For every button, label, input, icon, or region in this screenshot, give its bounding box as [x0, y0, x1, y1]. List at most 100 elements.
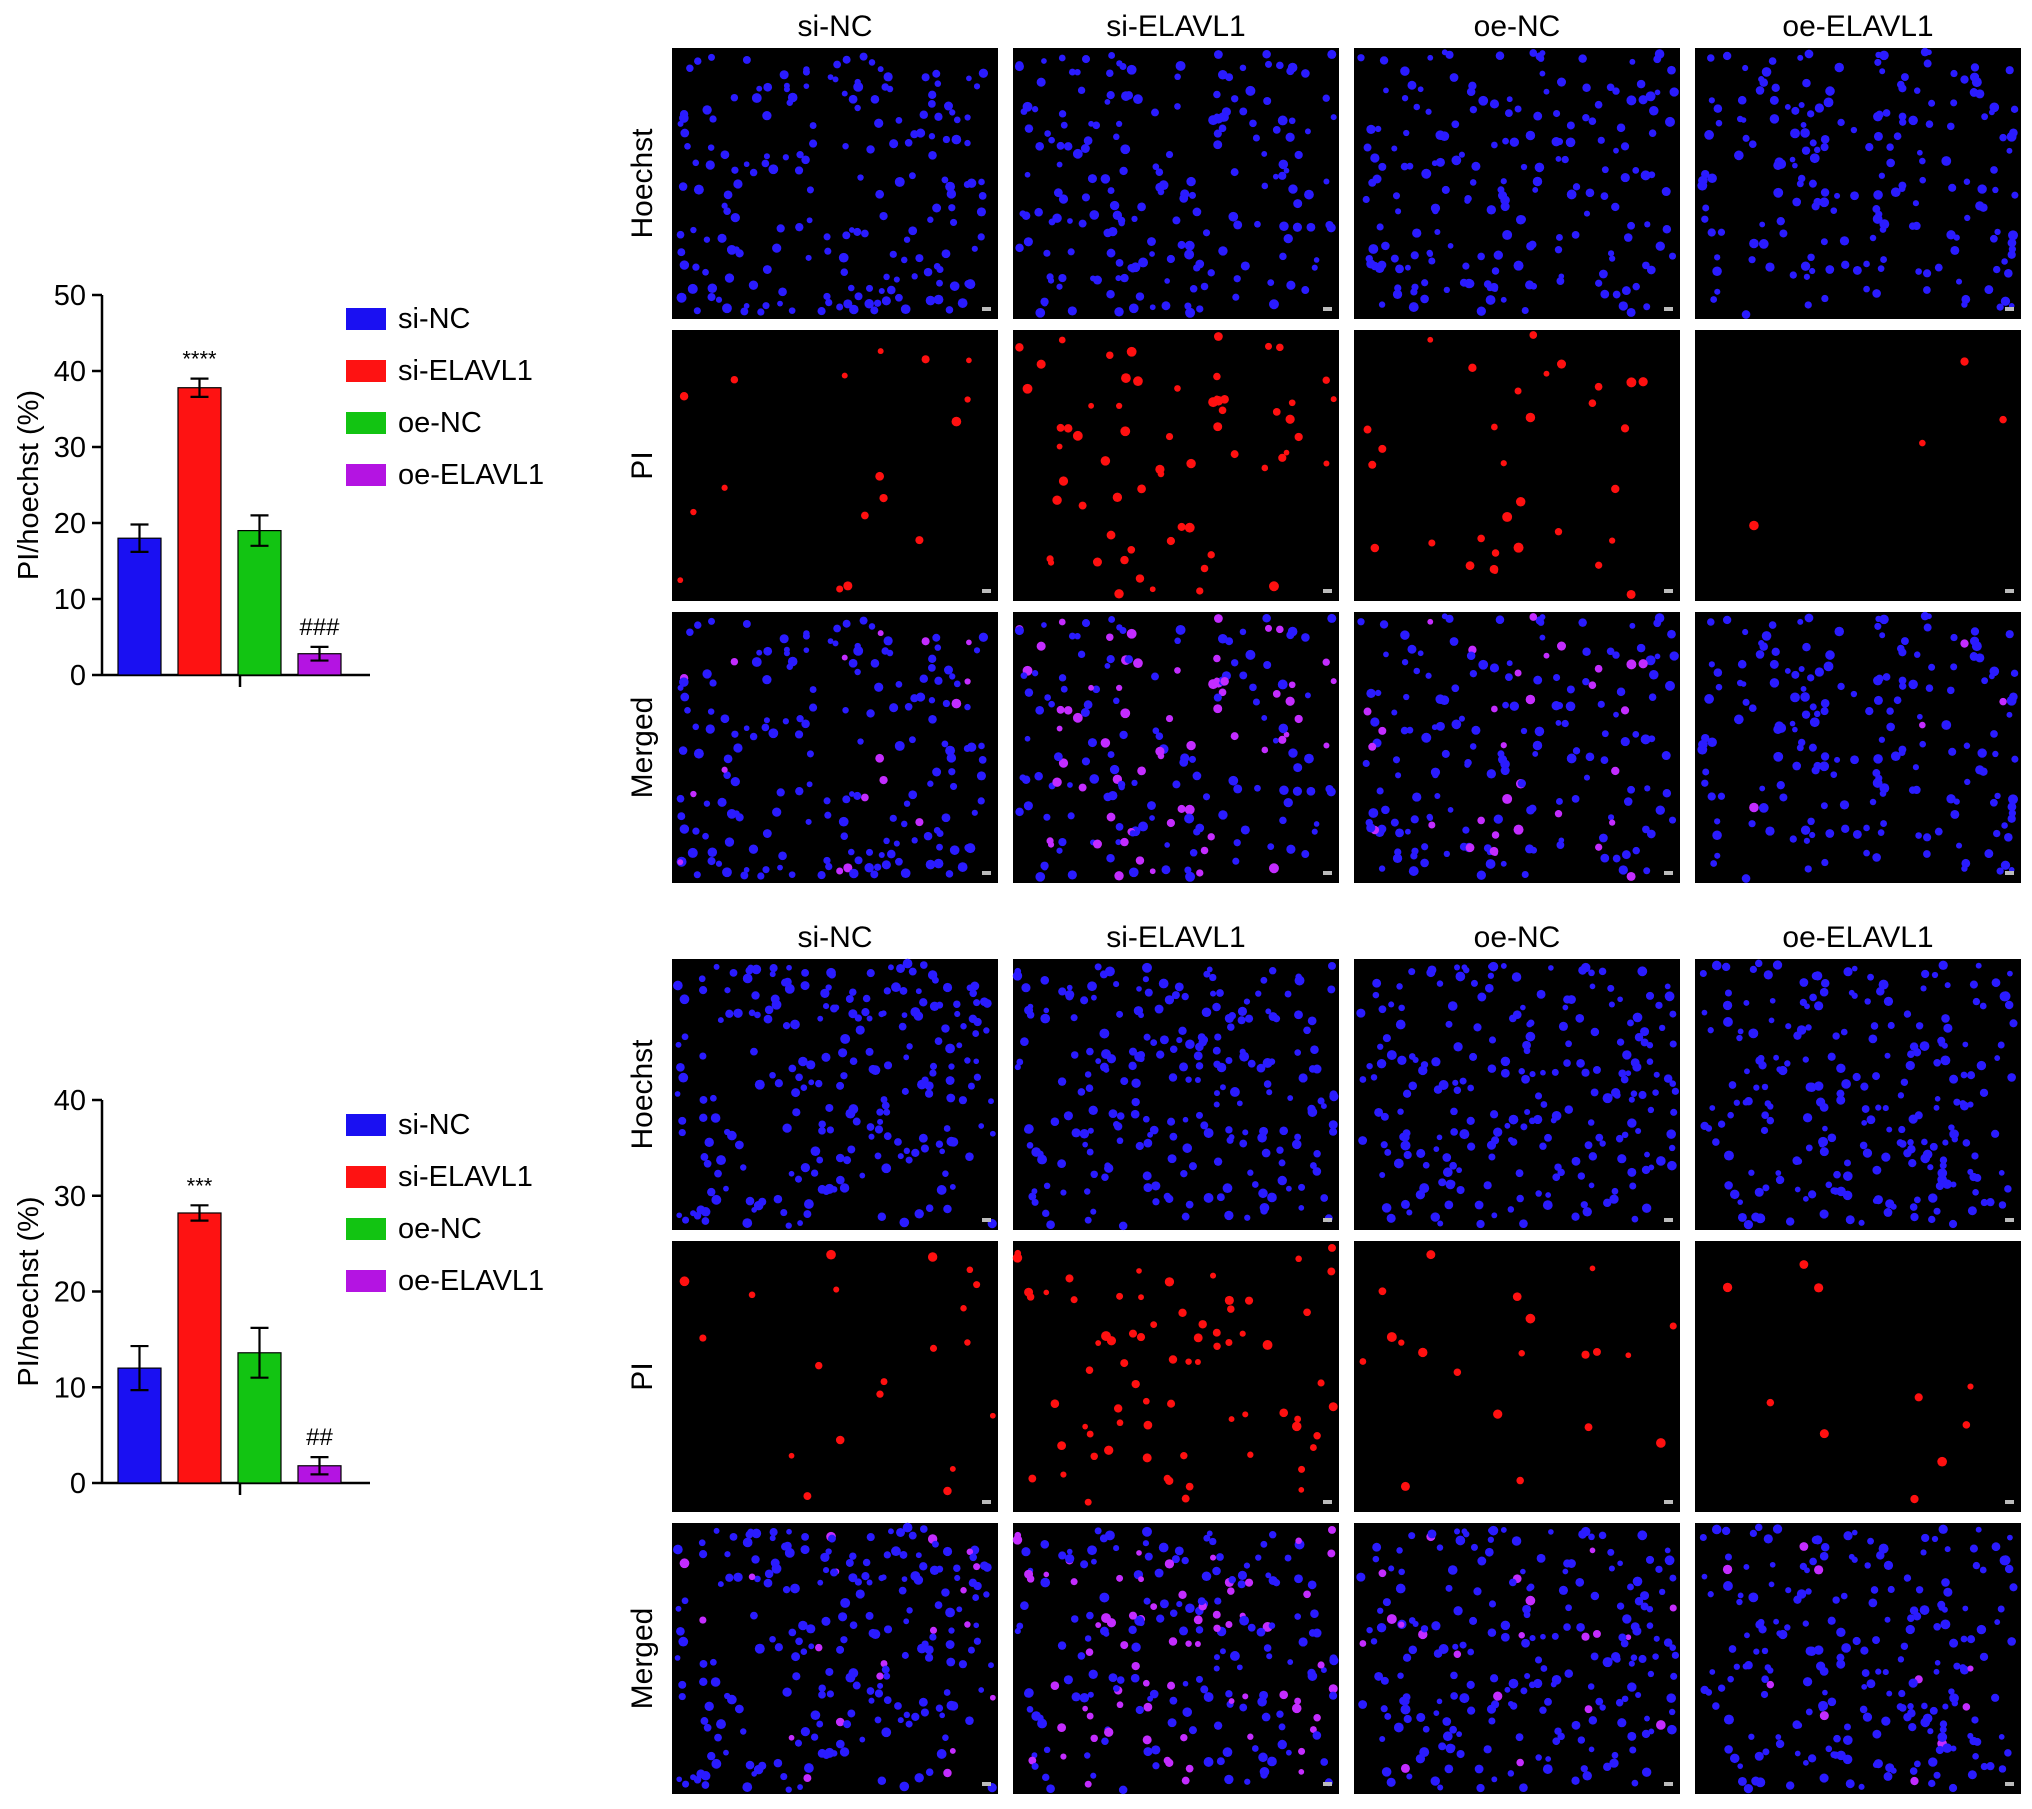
- cell-nucleus: [902, 1522, 913, 1533]
- cell-nucleus: [889, 814, 897, 822]
- cell-nucleus: [674, 1091, 681, 1097]
- cell-nucleus: [1380, 1705, 1388, 1713]
- cell-nucleus: [1288, 117, 1296, 125]
- cell-nucleus: [1772, 960, 1783, 970]
- cell-nucleus: [946, 1657, 956, 1667]
- cell-nucleus: [1070, 1051, 1079, 1059]
- cell-nucleus: [1138, 1012, 1144, 1019]
- cell-nucleus: [742, 1537, 753, 1548]
- cell-nucleus: [1500, 202, 1510, 212]
- cell-nucleus: [1167, 1154, 1177, 1164]
- cell-nucleus: [1084, 1780, 1092, 1788]
- cell-nucleus: [1031, 1198, 1039, 1206]
- cell-nucleus: [1174, 667, 1181, 674]
- cell-nucleus: [965, 843, 976, 854]
- cell-nucleus: [1087, 1691, 1094, 1698]
- cell-nucleus: [903, 1711, 911, 1719]
- cell-nucleus: [842, 55, 851, 64]
- cell-nucleus: [1255, 990, 1262, 997]
- cell-nucleus: [1852, 829, 1862, 839]
- cell-nucleus: [1320, 1758, 1329, 1766]
- cell-nucleus: [1396, 983, 1403, 990]
- cell-nucleus: [1489, 1674, 1499, 1683]
- cell-nucleus: [1556, 359, 1567, 369]
- cell-nucleus: [877, 1118, 884, 1125]
- cell-nucleus: [1283, 449, 1290, 456]
- cell-nucleus: [1437, 1220, 1444, 1227]
- cell-nucleus: [855, 1589, 865, 1599]
- cell-nucleus: [1509, 137, 1520, 147]
- cell-nucleus: [1292, 222, 1303, 232]
- cell-nucleus: [1802, 1620, 1809, 1627]
- cell-nucleus: [724, 987, 731, 994]
- cell-nucleus: [1733, 1099, 1740, 1106]
- cell-nucleus: [785, 1786, 792, 1793]
- cell-nucleus: [1811, 971, 1820, 981]
- cell-nucleus: [1488, 1600, 1497, 1608]
- cell-nucleus: [925, 1768, 934, 1776]
- cell-nucleus: [1485, 295, 1496, 305]
- cell-nucleus: [1085, 1084, 1094, 1092]
- cell-nucleus: [723, 190, 733, 200]
- micrograph-hoechst: [1354, 959, 1680, 1230]
- cell-nucleus: [1910, 1776, 1919, 1786]
- cell-nucleus: [707, 283, 718, 294]
- cell-nucleus: [1090, 1170, 1098, 1179]
- cell-nucleus: [1303, 1590, 1311, 1599]
- cell-nucleus: [1535, 1190, 1542, 1197]
- cell-nucleus: [1449, 1725, 1457, 1734]
- cell-nucleus: [1277, 1175, 1287, 1186]
- cell-nucleus: [1728, 1081, 1737, 1089]
- cell-nucleus: [1714, 254, 1721, 261]
- cell-nucleus: [1193, 264, 1201, 272]
- cell-nucleus: [1587, 1119, 1595, 1126]
- cell-nucleus: [1427, 965, 1437, 975]
- cell-nucleus: [825, 862, 833, 871]
- cell-nucleus: [1653, 1071, 1660, 1078]
- cell-nucleus: [1303, 1026, 1311, 1035]
- scale-bar: [2005, 1500, 2014, 1504]
- cell-nucleus: [1583, 774, 1591, 781]
- cell-nucleus: [943, 1204, 952, 1214]
- cell-nucleus: [2004, 833, 2013, 842]
- cell-nucleus: [677, 295, 684, 302]
- cell-nucleus: [1057, 1441, 1067, 1451]
- cell-nucleus: [1653, 1635, 1660, 1642]
- cell-nucleus: [777, 300, 783, 307]
- cell-nucleus: [1504, 1686, 1511, 1693]
- cell-nucleus: [1383, 651, 1389, 658]
- cell-nucleus: [1873, 695, 1883, 705]
- cell-nucleus: [1914, 651, 1921, 658]
- cell-nucleus: [911, 1148, 920, 1157]
- cell-nucleus: [1563, 995, 1572, 1004]
- cell-nucleus: [1164, 278, 1170, 284]
- cell-nucleus: [847, 284, 855, 292]
- cell-nucleus: [976, 771, 986, 781]
- cell-nucleus: [1704, 130, 1714, 140]
- cell-nucleus: [874, 682, 884, 692]
- cell-nucleus: [945, 1607, 955, 1618]
- cell-nucleus: [1188, 1726, 1197, 1735]
- cell-nucleus: [1232, 857, 1240, 865]
- cell-nucleus: [1964, 778, 1971, 786]
- cell-nucleus: [773, 1758, 783, 1768]
- cell-nucleus: [1024, 124, 1034, 133]
- cell-nucleus: [928, 90, 937, 99]
- cell-nucleus: [1435, 130, 1446, 141]
- cell-nucleus: [783, 82, 790, 89]
- cell-nucleus: [1878, 736, 1886, 743]
- cell-nucleus: [796, 715, 804, 723]
- cell-nucleus: [1489, 99, 1500, 109]
- cell-nucleus: [1184, 522, 1195, 533]
- cell-nucleus: [1203, 970, 1211, 978]
- cell-nucleus: [1216, 1757, 1225, 1766]
- cell-nucleus: [1179, 1626, 1189, 1636]
- cell-nucleus: [1656, 1438, 1666, 1448]
- cell-nucleus: [1563, 1623, 1571, 1631]
- cell-nucleus: [1327, 49, 1337, 59]
- cell-nucleus: [806, 186, 814, 194]
- cell-nucleus: [1792, 162, 1798, 169]
- micrograph-background: [1013, 330, 1339, 601]
- cell-nucleus: [1655, 1001, 1663, 1009]
- cell-nucleus: [1433, 1146, 1440, 1153]
